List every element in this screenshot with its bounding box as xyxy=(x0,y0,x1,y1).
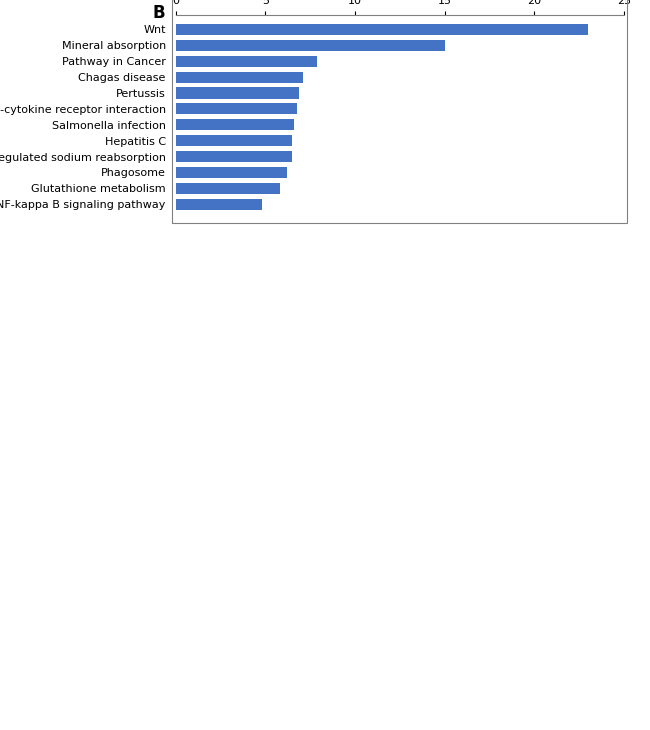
Bar xyxy=(176,88,299,99)
Text: B: B xyxy=(153,4,165,22)
Bar xyxy=(176,72,303,82)
Bar xyxy=(176,39,445,51)
Bar xyxy=(176,55,317,66)
Bar xyxy=(176,135,292,146)
Bar xyxy=(176,182,280,194)
Bar xyxy=(176,104,298,115)
Bar xyxy=(176,151,292,162)
Bar xyxy=(176,24,588,35)
Bar xyxy=(176,119,294,130)
Bar xyxy=(176,167,287,178)
Bar xyxy=(176,199,261,210)
